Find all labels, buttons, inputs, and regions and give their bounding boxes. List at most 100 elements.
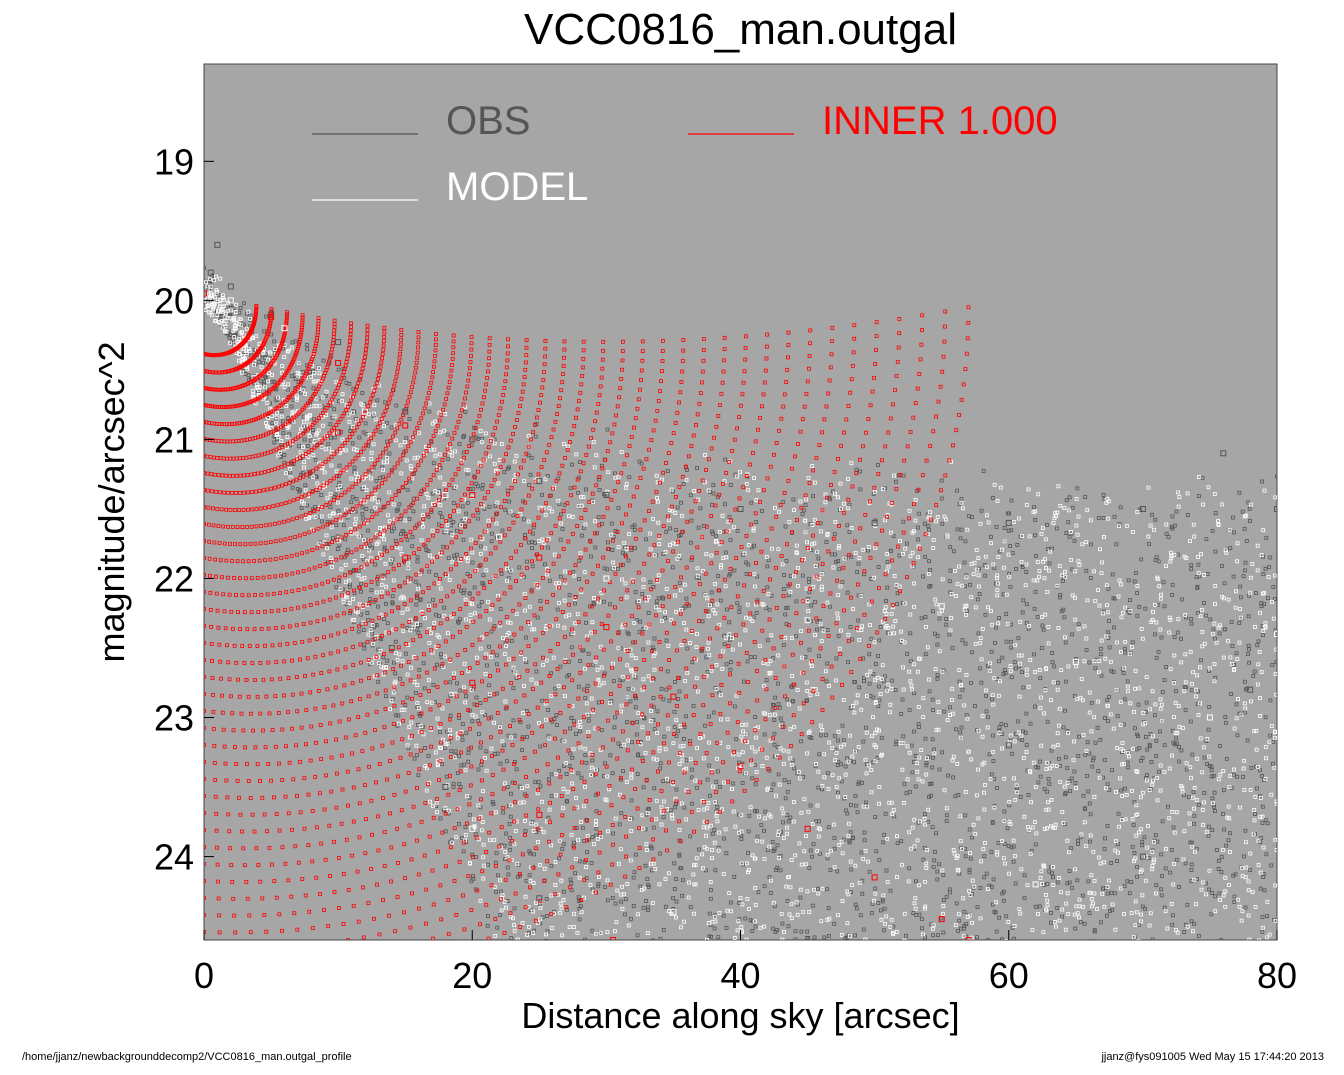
scatter-point bbox=[319, 493, 324, 497]
scatter-point bbox=[975, 905, 980, 909]
scatter-point bbox=[802, 508, 806, 513]
scatter-point bbox=[394, 403, 399, 408]
scatter-point bbox=[714, 779, 719, 784]
scatter-point bbox=[1263, 566, 1268, 571]
scatter-point bbox=[289, 461, 294, 466]
scatter-point bbox=[1171, 740, 1176, 745]
scatter-point bbox=[1122, 884, 1127, 889]
scatter-point bbox=[771, 702, 775, 707]
scatter-point bbox=[785, 789, 790, 794]
scatter-point bbox=[940, 949, 943, 952]
scatter-point bbox=[907, 708, 912, 712]
scatter-point bbox=[834, 656, 839, 661]
scatter-point bbox=[849, 890, 853, 894]
scatter-point bbox=[684, 627, 689, 632]
scatter-point bbox=[892, 814, 897, 819]
scatter-point bbox=[1034, 554, 1038, 558]
scatter-point bbox=[1259, 604, 1264, 608]
scatter-point bbox=[1126, 765, 1130, 770]
scatter-point bbox=[539, 948, 542, 951]
scatter-point bbox=[577, 949, 580, 952]
scatter-point bbox=[508, 814, 513, 819]
scatter-point bbox=[500, 528, 505, 533]
scatter-point bbox=[616, 567, 620, 571]
scatter-point bbox=[1032, 606, 1037, 611]
scatter-point bbox=[1076, 626, 1081, 631]
scatter-point bbox=[1154, 754, 1159, 758]
scatter-point bbox=[311, 386, 316, 391]
scatter-point bbox=[467, 591, 472, 596]
scatter-point bbox=[1260, 930, 1265, 934]
scatter-point bbox=[806, 949, 809, 952]
scatter-point bbox=[825, 856, 830, 861]
scatter-point bbox=[1182, 952, 1185, 955]
scatter-point bbox=[407, 417, 412, 421]
scatter-point bbox=[383, 400, 388, 405]
scatter-point bbox=[747, 813, 752, 818]
scatter-point bbox=[681, 878, 685, 882]
scatter-point bbox=[1144, 776, 1148, 780]
scatter-point bbox=[1243, 679, 1247, 684]
scatter-point bbox=[494, 662, 499, 667]
scatter-point bbox=[350, 441, 355, 446]
scatter-point bbox=[834, 559, 838, 564]
scatter-point bbox=[845, 523, 850, 528]
scatter-point bbox=[583, 753, 588, 758]
scatter-point bbox=[1081, 793, 1086, 798]
scatter-point bbox=[350, 495, 355, 500]
scatter-point bbox=[1105, 824, 1110, 828]
scatter-point bbox=[934, 831, 938, 836]
scatter-point bbox=[1259, 670, 1264, 674]
scatter-point bbox=[492, 624, 497, 628]
scatter-point bbox=[1235, 733, 1240, 738]
scatter-point bbox=[626, 632, 631, 636]
scatter-point bbox=[541, 946, 544, 949]
scatter-point bbox=[1085, 740, 1090, 745]
scatter-point bbox=[398, 676, 402, 681]
scatter-point bbox=[478, 745, 483, 750]
scatter-point bbox=[1070, 885, 1075, 890]
scatter-point bbox=[573, 601, 577, 606]
scatter-point bbox=[826, 906, 831, 911]
scatter-point bbox=[1077, 897, 1082, 902]
scatter-point bbox=[592, 602, 596, 607]
scatter-point bbox=[1182, 793, 1186, 798]
scatter-point bbox=[888, 888, 893, 893]
scatter-point bbox=[1089, 700, 1094, 705]
scatter-point bbox=[1218, 744, 1222, 748]
scatter-point bbox=[577, 899, 581, 903]
scatter-point bbox=[1112, 625, 1116, 630]
scatter-point bbox=[1018, 795, 1023, 799]
scatter-point bbox=[451, 501, 456, 506]
scatter-point bbox=[646, 884, 651, 889]
scatter-point bbox=[524, 878, 529, 883]
scatter-point bbox=[301, 386, 306, 391]
scatter-point bbox=[489, 629, 494, 634]
scatter-point bbox=[1260, 804, 1265, 809]
scatter-point bbox=[505, 865, 510, 870]
scatter-point bbox=[805, 936, 810, 940]
scatter-point bbox=[1199, 658, 1203, 663]
scatter-point bbox=[841, 837, 846, 842]
scatter-point bbox=[1100, 949, 1103, 952]
scatter-point bbox=[947, 632, 952, 637]
scatter-point bbox=[1083, 807, 1087, 812]
scatter-point bbox=[994, 944, 997, 947]
scatter-point bbox=[527, 483, 532, 488]
scatter-point bbox=[1249, 766, 1254, 770]
scatter-point bbox=[674, 899, 679, 904]
scatter-point bbox=[811, 903, 815, 908]
scatter-point bbox=[385, 420, 390, 425]
scatter-point bbox=[616, 506, 621, 511]
scatter-point bbox=[901, 519, 906, 524]
scatter-point bbox=[642, 716, 647, 721]
scatter-point bbox=[527, 540, 531, 545]
scatter-point bbox=[882, 833, 887, 837]
scatter-point bbox=[560, 738, 565, 743]
scatter-point bbox=[1021, 685, 1026, 690]
scatter-point bbox=[499, 571, 504, 576]
scatter-point bbox=[325, 546, 329, 551]
scatter-point bbox=[970, 515, 974, 519]
scatter-point bbox=[515, 874, 520, 879]
scatter-point bbox=[993, 640, 997, 645]
